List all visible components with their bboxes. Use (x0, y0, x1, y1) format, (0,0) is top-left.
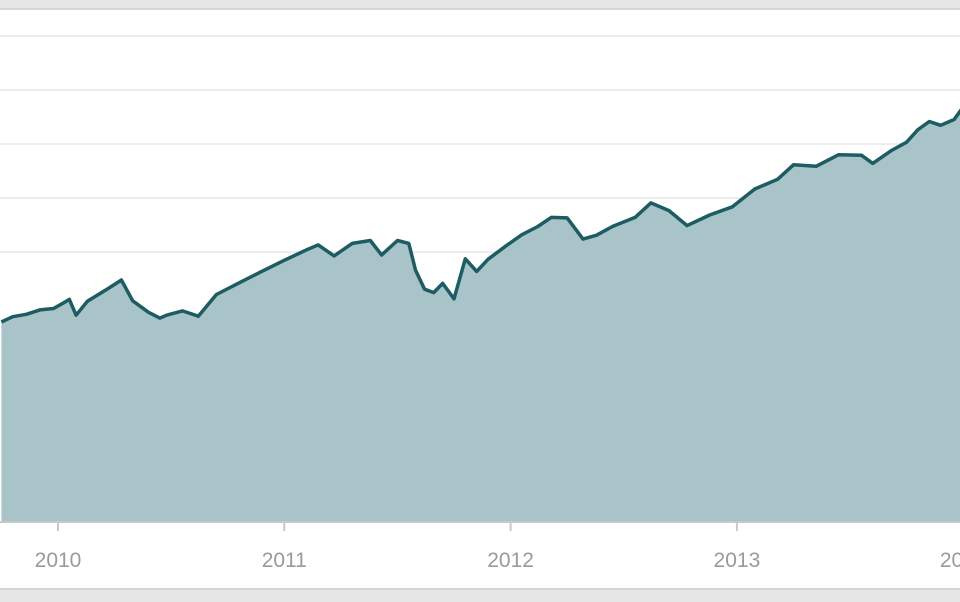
series-area (1, 111, 960, 522)
x-tick-label-2011: 2011 (262, 549, 307, 572)
x-tick-label-2010: 2010 (35, 549, 82, 572)
x-tick-label-2013: 2013 (714, 549, 761, 572)
top-border (0, 0, 960, 10)
x-tick-label-2012: 2012 (487, 549, 534, 572)
series-line (0, 108, 960, 324)
bottom-border (0, 588, 960, 602)
x-tick-label-2014: 2014 (940, 549, 960, 572)
